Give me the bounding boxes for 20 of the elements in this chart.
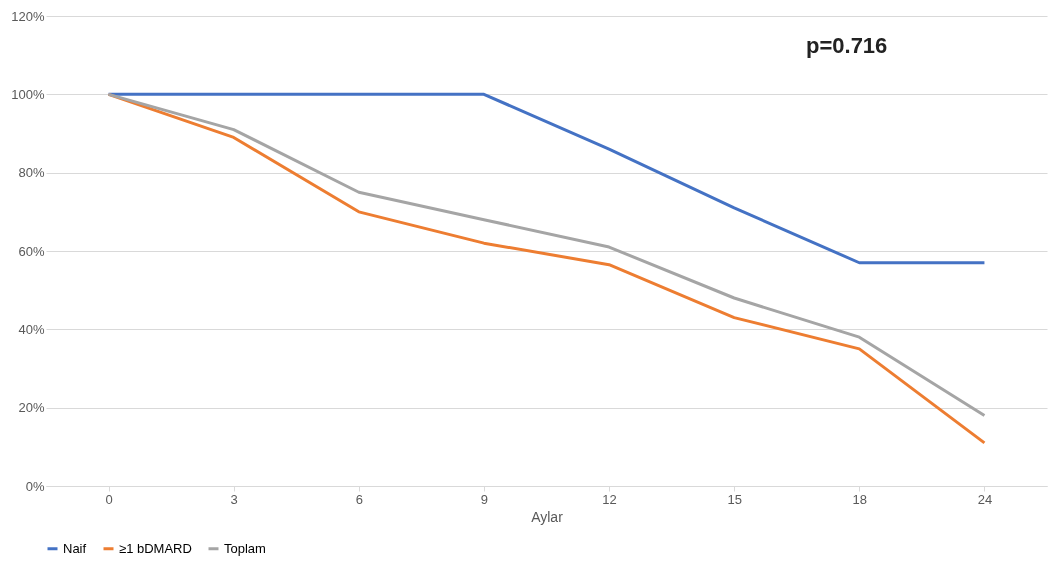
x-tick-label: 18: [852, 491, 868, 507]
legend-label: Naif: [63, 540, 87, 556]
y-tick-label: 100%: [11, 86, 45, 102]
y-tick-label: 120%: [11, 8, 45, 24]
x-tick-label: 15: [727, 491, 742, 507]
legend-label: Toplam: [224, 540, 266, 556]
x-tick-label: 12: [602, 491, 617, 507]
x-tick-label: 9: [480, 491, 489, 507]
annotation: p=0.716: [806, 33, 888, 58]
x-tick-label: 3: [230, 491, 238, 507]
x-tick-label: 0: [105, 491, 113, 507]
legend-label: ≥1 bDMARD: [119, 540, 192, 556]
x-tick-label: 24: [977, 491, 993, 507]
x-axis-title: Aylar: [531, 508, 564, 525]
x-tick-label: 6: [355, 491, 363, 507]
y-tick-label: 40%: [18, 321, 45, 337]
y-tick-label: 60%: [18, 243, 45, 259]
y-tick-label: 80%: [18, 165, 45, 181]
y-tick-label: 0%: [25, 478, 45, 494]
y-tick-label: 20%: [18, 400, 45, 416]
